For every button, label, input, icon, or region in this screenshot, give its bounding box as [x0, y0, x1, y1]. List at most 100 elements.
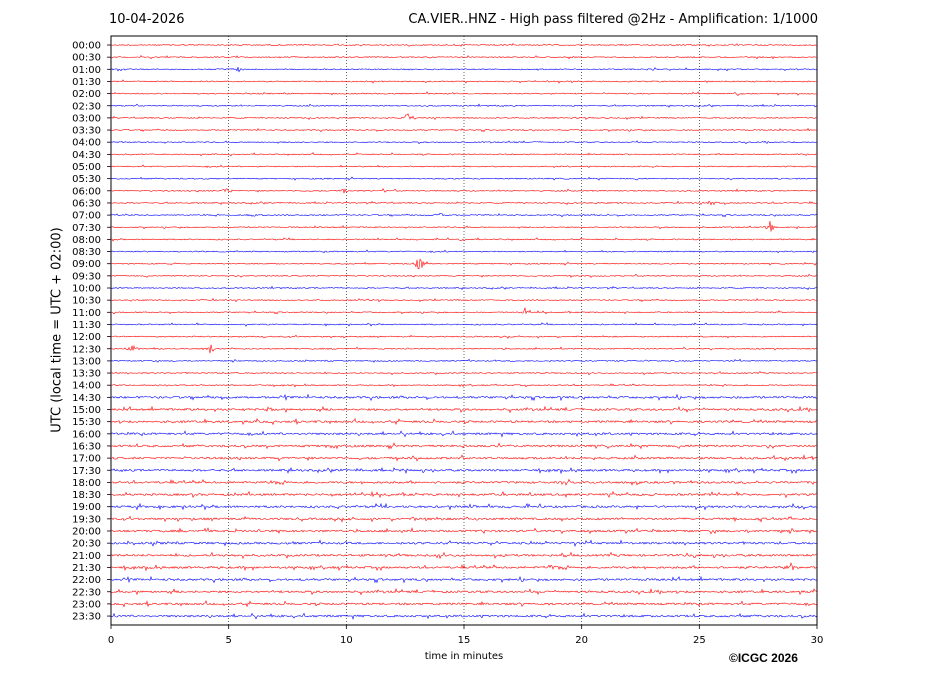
row-label: 13:30 — [72, 369, 101, 380]
trace-row-2130 — [110, 562, 818, 572]
trace-row-1500 — [110, 405, 818, 414]
trace-row-0930 — [110, 273, 818, 278]
trace-row-1330 — [110, 370, 818, 376]
row-label: 21:00 — [72, 551, 101, 562]
row-label: 08:00 — [72, 235, 101, 246]
trace-row-0900 — [110, 258, 818, 270]
trace-row-0630 — [110, 200, 818, 206]
row-label: 09:00 — [72, 259, 101, 270]
row-label: 14:30 — [72, 393, 101, 404]
row-label: 04:30 — [72, 150, 101, 161]
row-label: 14:00 — [72, 381, 101, 392]
chart-title: CA.VIER..HNZ - High pass filtered @2Hz -… — [408, 12, 818, 27]
trace-row-0230 — [110, 103, 818, 108]
trace-row-0800 — [110, 237, 818, 242]
x-tick-label: 0 — [108, 635, 114, 646]
trace-row-0830 — [110, 249, 818, 254]
row-label: 15:30 — [72, 417, 101, 428]
row-label: 19:00 — [72, 502, 101, 513]
trace-row-0500 — [110, 164, 818, 169]
row-label: 02:30 — [72, 101, 101, 112]
row-label: 20:30 — [72, 539, 101, 550]
row-label: 17:00 — [72, 454, 101, 465]
row-label: 16:30 — [72, 441, 101, 452]
trace-row-0200 — [110, 91, 818, 96]
row-label: 15:00 — [72, 405, 101, 416]
trace-row-1200 — [110, 334, 818, 339]
row-label: 13:00 — [72, 356, 101, 367]
trace-row-2330 — [110, 612, 818, 620]
row-label: 03:30 — [72, 126, 101, 137]
row-label: 12:00 — [72, 332, 101, 343]
row-label: 00:30 — [72, 53, 101, 64]
trace-row-2100 — [110, 551, 818, 560]
trace-row-0730 — [110, 220, 818, 232]
row-label: 04:00 — [72, 138, 101, 149]
trace-row-1730 — [110, 466, 818, 475]
row-label: 18:30 — [72, 490, 101, 501]
row-label: 01:00 — [72, 65, 101, 76]
row-label: 09:30 — [72, 271, 101, 282]
row-label: 10:00 — [72, 284, 101, 295]
row-label: 00:00 — [72, 41, 101, 52]
trace-row-0030 — [110, 54, 818, 60]
trace-row-0330 — [110, 127, 818, 133]
trace-row-0400 — [110, 140, 818, 145]
row-label: 06:30 — [72, 198, 101, 209]
trace-row-0100 — [110, 66, 818, 73]
trace-row-1400 — [110, 383, 818, 388]
trace-row-1800 — [110, 478, 818, 486]
trace-row-0600 — [110, 187, 818, 194]
x-tick-label: 30 — [811, 635, 824, 646]
trace-row-1830 — [110, 490, 818, 499]
x-tick-label: 10 — [340, 635, 353, 646]
trace-row-2230 — [110, 587, 818, 596]
row-label: 22:30 — [72, 587, 101, 598]
trace-row-0300 — [110, 113, 818, 121]
trace-row-2030 — [110, 539, 818, 547]
trace-row-1430 — [110, 393, 818, 402]
date-label: 10-04-2026 — [109, 12, 185, 27]
trace-row-1100 — [110, 306, 818, 315]
trace-row-1000 — [110, 285, 818, 291]
trace-row-0430 — [110, 152, 818, 157]
trace-row-1930 — [110, 515, 818, 523]
x-tick-label: 15 — [458, 635, 471, 646]
trace-row-0130 — [110, 79, 818, 84]
trace-row-1300 — [110, 358, 818, 363]
trace-row-1630 — [110, 442, 818, 450]
row-label: 07:00 — [72, 211, 101, 222]
row-label: 10:30 — [72, 296, 101, 307]
row-label: 23:00 — [72, 599, 101, 610]
row-label: 16:00 — [72, 429, 101, 440]
row-label: 19:30 — [72, 514, 101, 525]
trace-row-0000 — [110, 43, 818, 47]
row-label: 06:00 — [72, 186, 101, 197]
trace-row-2000 — [110, 527, 818, 535]
x-tick-label: 5 — [225, 635, 231, 646]
trace-row-1600 — [110, 430, 818, 438]
row-label: 05:00 — [72, 162, 101, 173]
row-label: 01:30 — [72, 77, 101, 88]
trace-row-1530 — [110, 417, 818, 426]
y-axis-label: UTC (local time = UTC + 02:00) — [49, 227, 65, 433]
trace-row-1030 — [110, 297, 818, 303]
trace-row-0700 — [110, 212, 818, 218]
row-label: 18:00 — [72, 478, 101, 489]
copyright-label: ©ICGC 2026 — [729, 651, 798, 665]
row-label: 08:30 — [72, 247, 101, 258]
row-label: 20:00 — [72, 527, 101, 538]
row-label: 23:30 — [72, 612, 101, 623]
row-label: 11:00 — [72, 308, 101, 319]
trace-row-1900 — [110, 502, 818, 511]
trace-row-2200 — [110, 575, 818, 584]
row-label: 21:30 — [72, 563, 101, 574]
x-tick-label: 20 — [575, 635, 588, 646]
row-label: 05:30 — [72, 174, 101, 185]
row-label: 11:30 — [72, 320, 101, 331]
row-label: 03:00 — [72, 113, 101, 124]
x-tick-label: 25 — [693, 635, 706, 646]
row-label: 12:30 — [72, 344, 101, 355]
trace-row-1130 — [110, 322, 818, 327]
